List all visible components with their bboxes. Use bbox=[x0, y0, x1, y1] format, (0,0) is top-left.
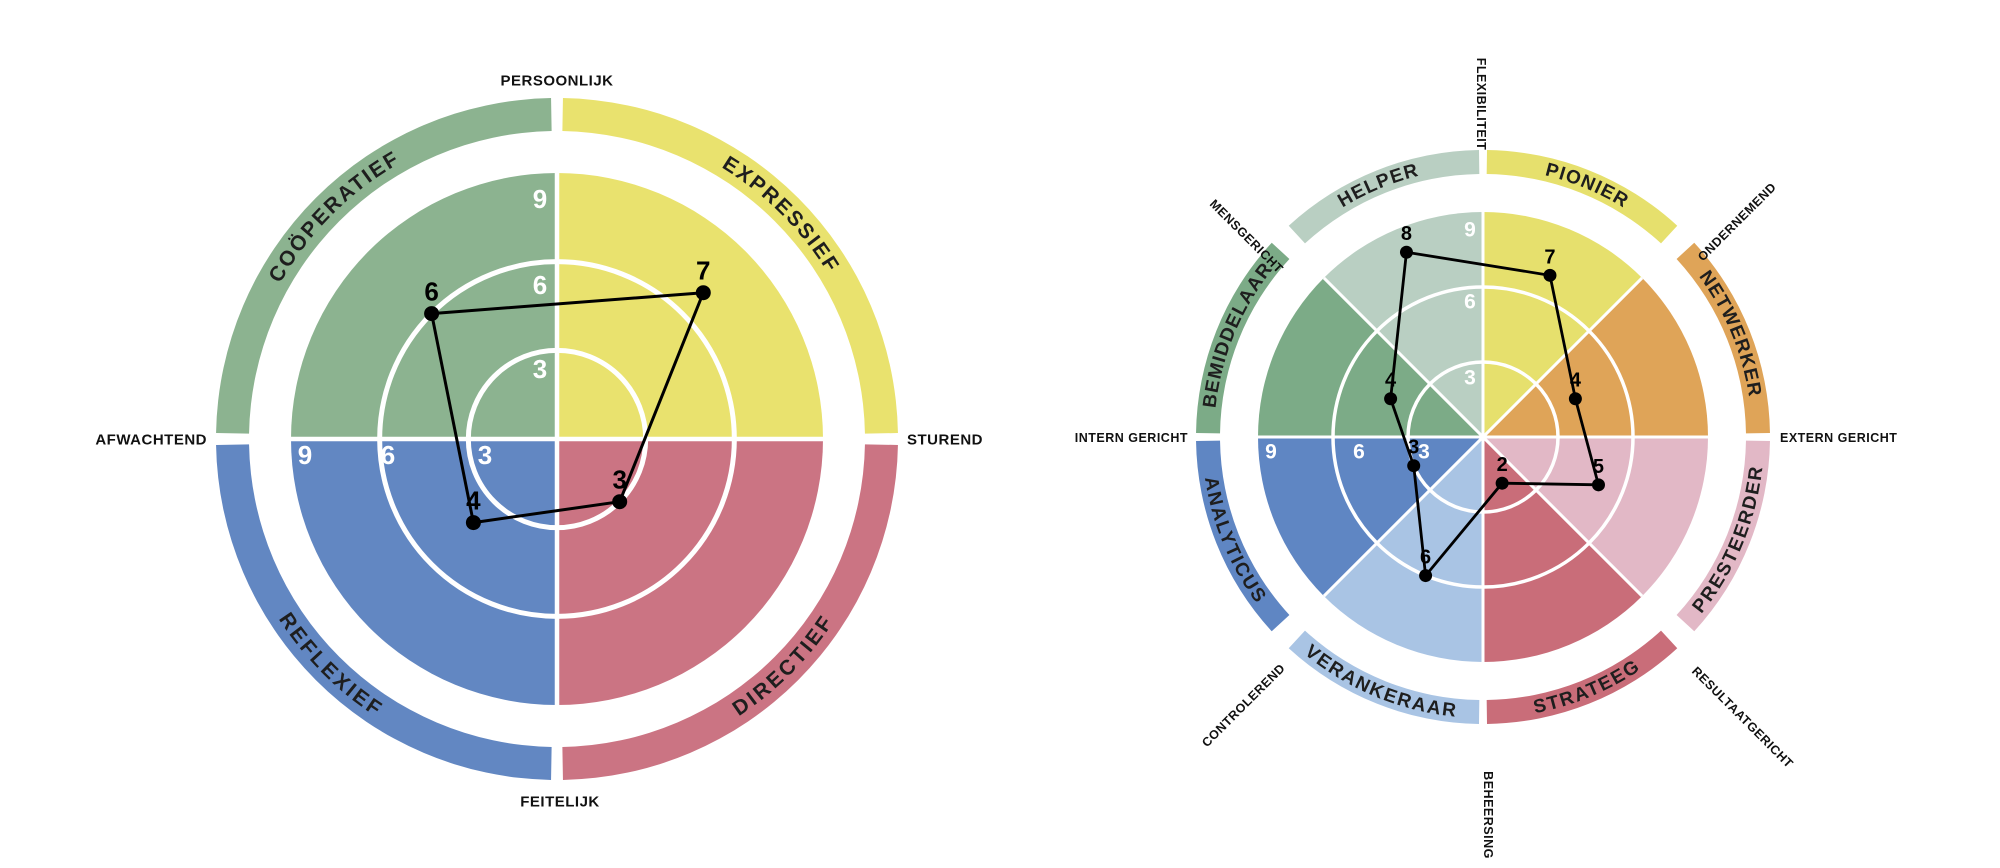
sector-arc-reflexief bbox=[216, 444, 552, 780]
ring-number-horizontal-9: 9 bbox=[298, 440, 312, 470]
sector-wedge-helper bbox=[1323, 212, 1483, 437]
sector-wedge-pionier bbox=[1483, 212, 1643, 437]
data-point-strateeg bbox=[1495, 476, 1509, 490]
data-point-expressief bbox=[695, 285, 711, 301]
data-point-presteerder bbox=[1591, 478, 1605, 492]
data-point-label-strateeg: 2 bbox=[1497, 454, 1508, 476]
sector-arc-analyticus bbox=[1196, 440, 1290, 632]
data-point-label-expressief: 7 bbox=[696, 256, 710, 286]
sector-label-strateeg: STRATEEG bbox=[1531, 655, 1644, 717]
data-point-label-verankeraar: 6 bbox=[1420, 547, 1431, 569]
data-point-coöperatief bbox=[424, 306, 440, 322]
ring-number-horizontal-6: 6 bbox=[1353, 441, 1365, 464]
data-point-label-netwerker: 4 bbox=[1570, 370, 1582, 392]
data-point-label-helper: 8 bbox=[1401, 223, 1412, 245]
data-point-label-pionier: 7 bbox=[1544, 246, 1555, 268]
data-point-label-presteerder: 5 bbox=[1593, 456, 1604, 478]
sector-wedge-netwerker bbox=[1483, 277, 1708, 437]
sector-label-analyticus: ANALYTICUS bbox=[1200, 475, 1270, 607]
data-point-label-directief: 3 bbox=[612, 465, 626, 495]
team-role-wheel: PIONIERNETWERKERPRESTEERDERSTRATEEGVERAN… bbox=[1075, 58, 1897, 859]
ring-number-vertical-9: 9 bbox=[533, 184, 547, 214]
sector-wedge-expressief bbox=[557, 173, 823, 439]
ring-number-horizontal-6: 6 bbox=[381, 440, 395, 470]
axis-label-s: FEITELIJK bbox=[520, 794, 600, 811]
data-point-label-coöperatief: 6 bbox=[424, 277, 438, 307]
axis-label-w: INTERN GERICHT bbox=[1075, 431, 1188, 445]
axis-label-ne: ONDERNEMEND bbox=[1695, 180, 1779, 264]
sector-wedge-coöperatief bbox=[291, 173, 557, 439]
axis-label-s: BEHEERSING bbox=[1481, 771, 1495, 859]
sector-arc-expressief bbox=[562, 98, 898, 434]
axis-label-e: EXTERN GERICHT bbox=[1780, 431, 1897, 445]
ring-number-horizontal-9: 9 bbox=[1265, 441, 1277, 464]
data-point-analyticus bbox=[1407, 459, 1421, 473]
axis-label-w: AFWACHTEND bbox=[95, 432, 207, 449]
sector-arc-directief bbox=[562, 444, 898, 780]
sector-wedge-presteerder bbox=[1483, 437, 1708, 597]
data-point-directief bbox=[612, 494, 628, 510]
sector-arc-presteerder bbox=[1676, 440, 1770, 632]
ring-number-horizontal-3: 3 bbox=[1418, 441, 1430, 464]
sector-arc-strateeg bbox=[1486, 630, 1678, 724]
data-point-label-reflexief: 4 bbox=[466, 486, 481, 516]
sector-wedge-bemiddelaar bbox=[1258, 277, 1483, 437]
data-point-verankeraar bbox=[1419, 569, 1433, 583]
data-point-netwerker bbox=[1568, 392, 1582, 406]
sector-wedge-reflexief bbox=[291, 439, 557, 705]
data-point-helper bbox=[1399, 245, 1413, 259]
sector-label-netwerker: NETWERKER bbox=[1695, 267, 1766, 399]
ring-number-vertical-6: 6 bbox=[1464, 291, 1476, 314]
sector-wedge-strateeg bbox=[1483, 437, 1643, 662]
sector-arc-coöperatief bbox=[216, 98, 552, 434]
data-point-label-analyticus: 3 bbox=[1408, 437, 1419, 459]
ring-number-horizontal-3: 3 bbox=[478, 440, 492, 470]
data-point-bemiddelaar bbox=[1384, 392, 1398, 406]
sector-wedge-verankeraar bbox=[1323, 437, 1483, 662]
axis-label-sw: CONTROLEREND bbox=[1199, 661, 1288, 750]
sector-arc-pionier bbox=[1486, 150, 1678, 244]
ring-number-vertical-3: 3 bbox=[533, 354, 547, 384]
data-point-pionier bbox=[1543, 268, 1557, 282]
ring-number-vertical-3: 3 bbox=[1464, 367, 1476, 390]
ring-number-vertical-9: 9 bbox=[1464, 219, 1476, 242]
sector-arc-netwerker bbox=[1676, 242, 1770, 434]
communication-style-wheel: COÖPERATIEF EXPRESSIEFDIRECTIEFREFLEXIEF3… bbox=[95, 73, 983, 811]
axis-divider-line bbox=[1322, 276, 1644, 598]
sector-arc-verankeraar bbox=[1288, 630, 1480, 724]
sector-arc-helper bbox=[1288, 150, 1480, 244]
axis-label-nw: MENSGERICHT bbox=[1207, 197, 1286, 276]
sector-wedge-analyticus bbox=[1258, 437, 1483, 597]
axis-label-se: RESULTAATGERICHT bbox=[1689, 664, 1796, 771]
ring-number-vertical-6: 6 bbox=[533, 270, 547, 300]
data-point-label-bemiddelaar: 4 bbox=[1385, 370, 1397, 392]
data-point-reflexief bbox=[465, 515, 481, 531]
axis-label-e: STUREND bbox=[907, 432, 983, 449]
axis-label-n: PERSOONLIJK bbox=[500, 73, 613, 90]
axis-label-n: FLEXIBILITEIT bbox=[1474, 58, 1488, 151]
sector-arc-bemiddelaar bbox=[1196, 242, 1290, 434]
